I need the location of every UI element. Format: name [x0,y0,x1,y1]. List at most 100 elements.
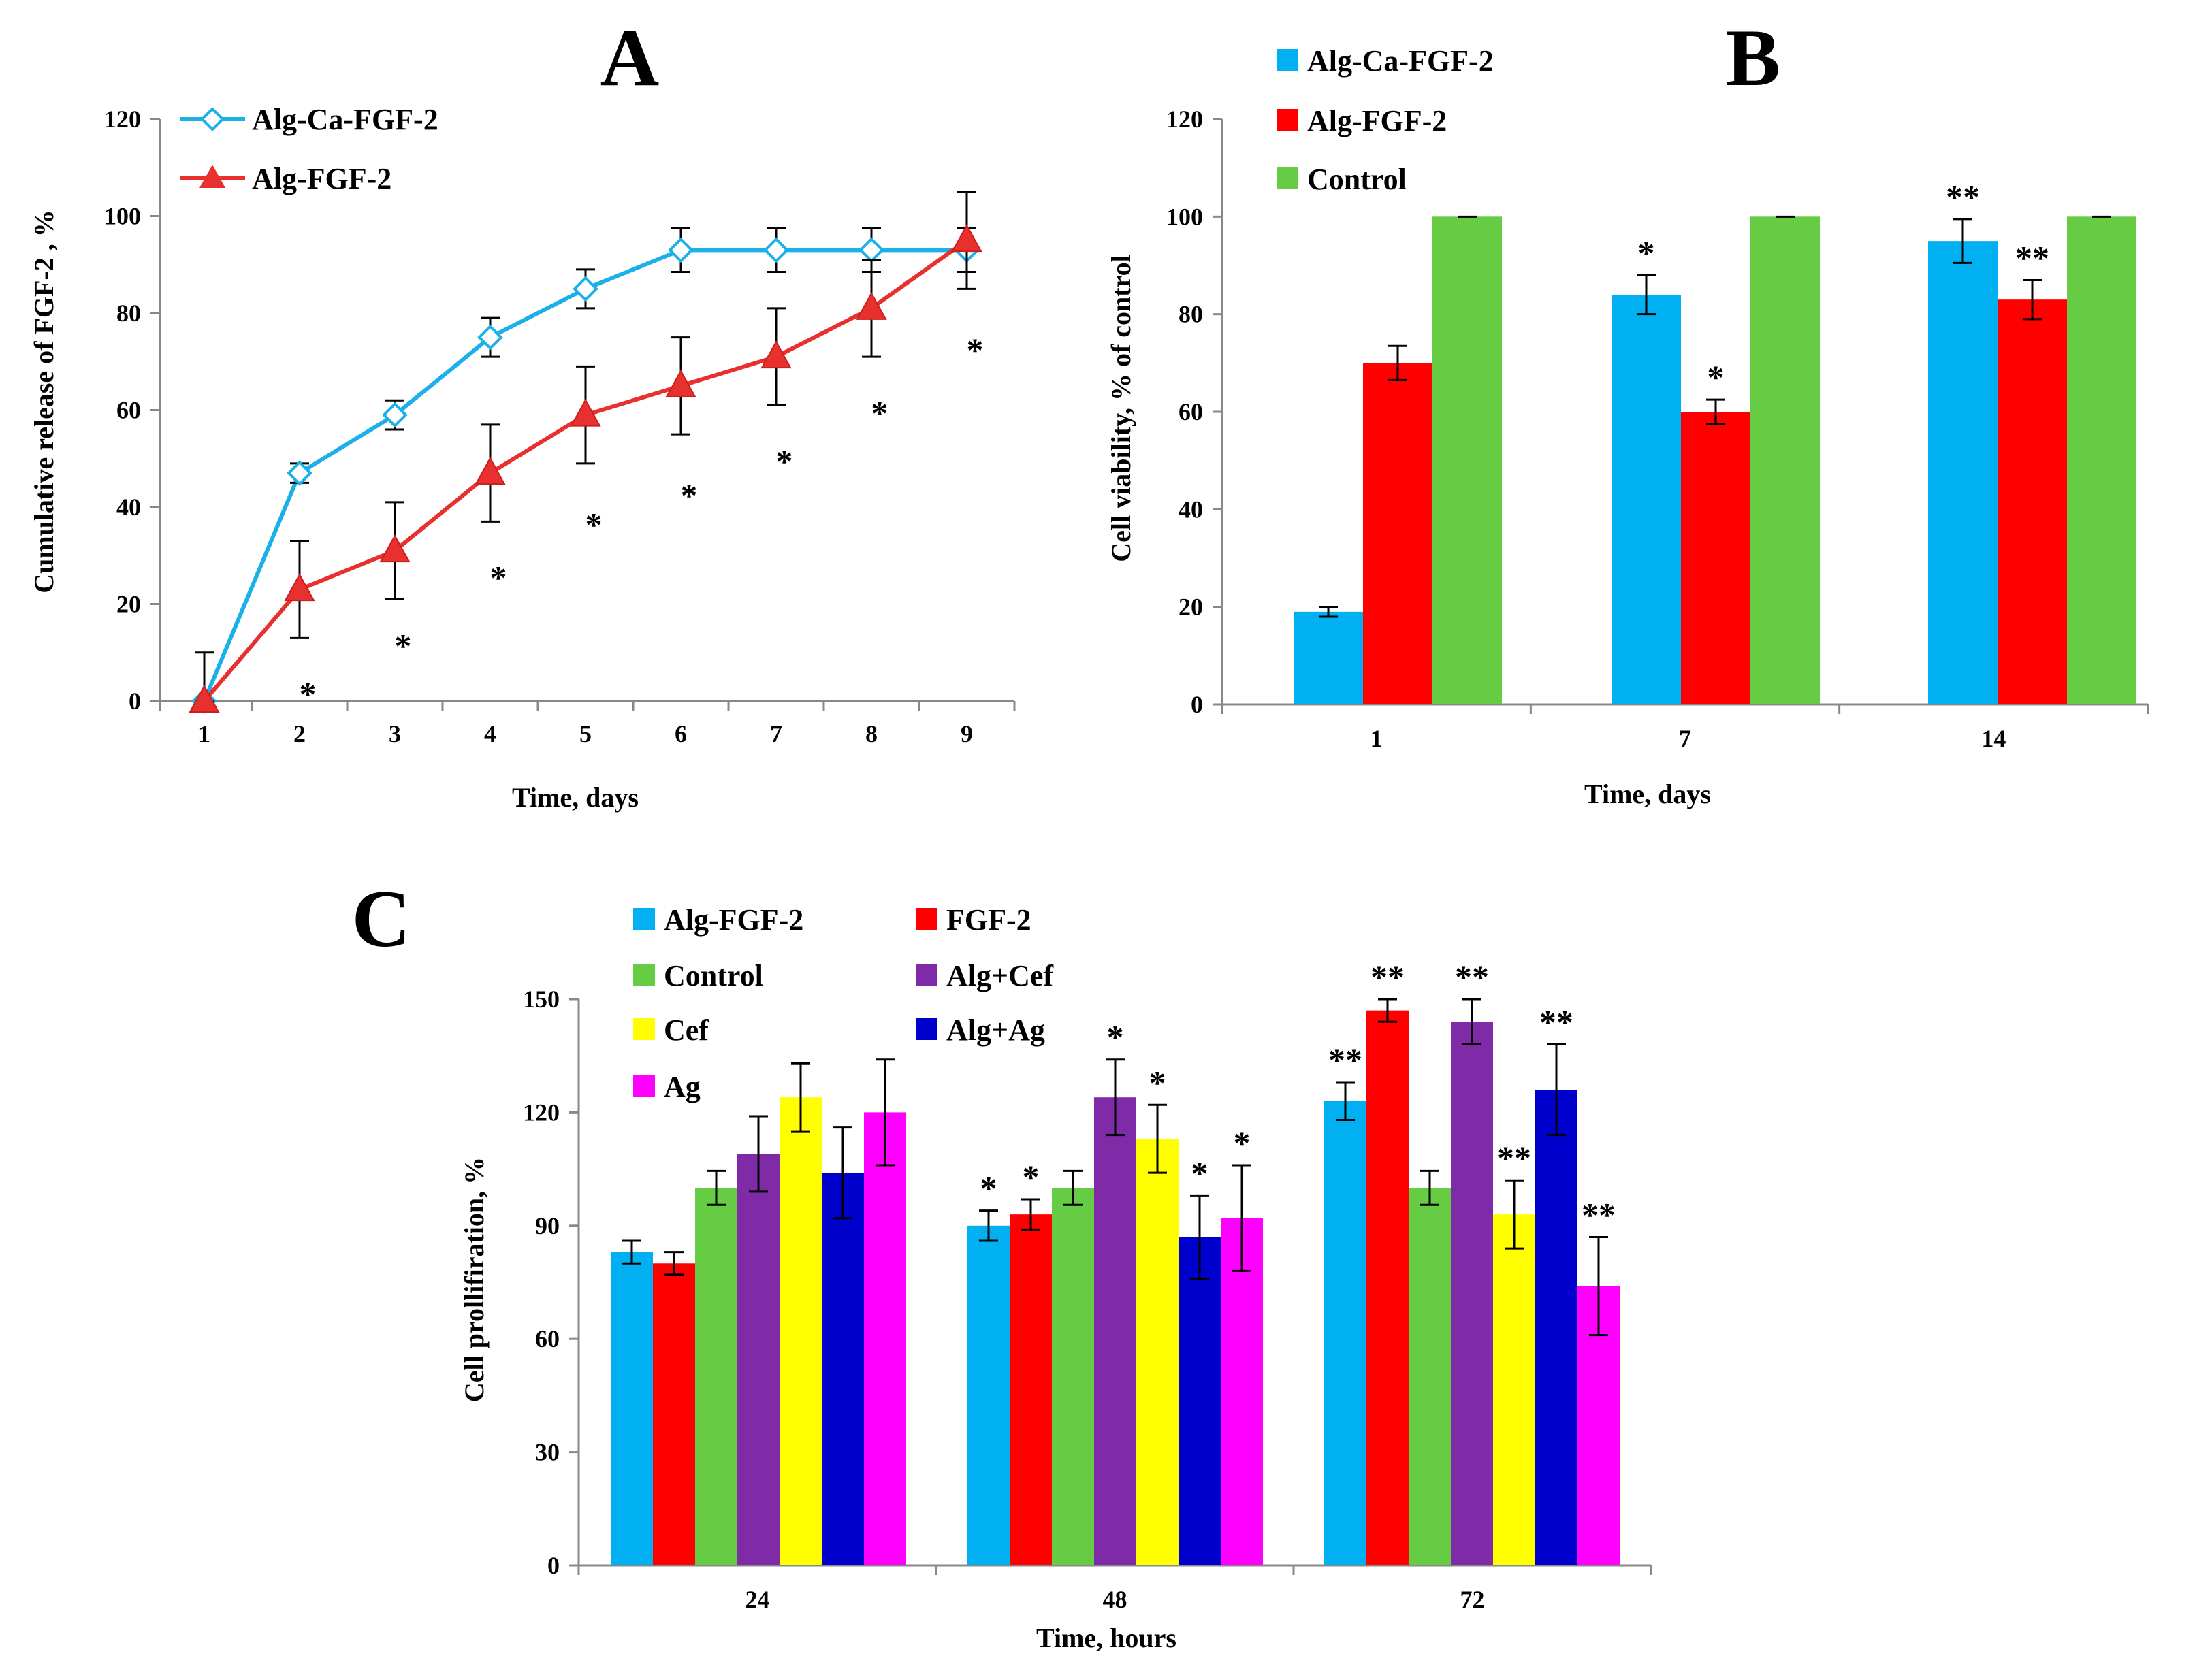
bar-Alg-Ca-FGF-2 [1294,611,1363,704]
data-point-marker [189,684,220,713]
y-tick-label: 100 [104,203,141,230]
y-tick-label: 100 [1166,203,1203,230]
x-tick-label: 6 [675,720,687,747]
bar-Alg-Ca-FGF-2 [1928,241,1998,705]
bar-Alg-FGF-2 [1681,412,1750,704]
x-tick-label: 8 [865,720,878,747]
bar-Ag [864,1112,906,1565]
data-point-marker [475,457,506,485]
x-tick-label: 7 [770,720,782,747]
legend-label: Cef [664,1013,709,1047]
significance-star: * [490,559,507,597]
significance-label: * [980,1169,997,1207]
bar-Cef [1493,1214,1535,1565]
data-point-marker [477,324,503,351]
series-line-Alg-FGF-2 [202,238,968,702]
bar-Alg-FGF-2 [1324,1101,1366,1565]
x-tick-label: 1 [1371,725,1383,752]
legend-label: Alg+Cef [946,959,1054,992]
y-tick-label: 30 [535,1439,560,1466]
data-point-marker [382,402,408,428]
data-point-marker [668,237,694,263]
y-axis-label: Cumulative release of FGF-2 , % [29,210,59,594]
significance-label: ** [1539,1003,1573,1041]
legend-label: Alg-Ca-FGF-2 [252,103,438,136]
y-tick-label: 120 [104,105,141,133]
legend-label: Control [1307,163,1407,196]
bar-Cef [780,1097,822,1565]
y-tick-label: 60 [1179,398,1203,425]
legend-label: Alg-FGF-2 [252,162,391,195]
significance-label: * [1023,1158,1040,1196]
y-tick-label: 0 [1191,691,1203,718]
x-tick-label: 2 [293,720,306,747]
bar-Control [695,1188,737,1565]
y-tick-label: 60 [535,1325,560,1352]
y-axis-label: Cell viability, % of control [1106,255,1136,562]
x-tick-label: 1 [198,720,210,747]
legend-marker [199,165,225,188]
data-point-marker [573,276,598,302]
significance-star: * [586,505,603,543]
panel-letter-a: A [600,12,660,103]
legend-label: Alg-FGF-2 [664,903,803,937]
bar-Control [1409,1188,1451,1565]
legend-swatch [916,964,937,986]
bar-Ag [1221,1218,1263,1565]
panel-letter-c: C [352,873,411,964]
legend-marker [200,107,225,131]
data-point-marker [763,237,789,263]
legend-swatch [633,1018,655,1040]
significance-label: ** [1455,958,1489,996]
significance-label: * [1191,1154,1208,1192]
significance-label: * [1149,1063,1166,1101]
bar-Alg-FGF-2 [1363,363,1432,704]
bar-Alg+Ag [822,1173,864,1565]
legend-label: Alg+Ag [946,1013,1045,1047]
bar-Control [1750,216,1820,704]
bar-Alg+Cef [1451,1022,1493,1565]
significance-label: ** [1328,1041,1362,1079]
bar-Control [2067,216,2136,704]
significance-label: ** [1497,1139,1531,1177]
bar-FGF-2 [653,1263,695,1565]
data-point-marker [284,573,315,602]
data-point-marker [287,460,312,486]
data-point-marker [951,224,982,253]
x-axis-label: Time, days [512,782,639,813]
bar-Alg-FGF-2 [611,1252,653,1565]
x-tick-label: 24 [746,1586,770,1613]
legend-label: Control [664,959,763,992]
x-tick-label: 14 [1981,725,2006,752]
y-tick-label: 60 [116,397,141,424]
y-tick-label: 0 [129,687,141,715]
y-tick-label: 20 [1179,594,1203,621]
bar-Alg+Ag [1535,1090,1577,1565]
bar-Alg+Cef [737,1154,780,1565]
panel-letter-b: B [1726,12,1780,103]
data-point-marker [570,398,601,427]
legend-swatch [916,1018,937,1040]
x-tick-label: 4 [484,720,496,747]
legend-swatch [916,908,937,930]
y-tick-label: 0 [547,1552,560,1579]
x-tick-label: 5 [579,720,592,747]
bar-Alg-Ca-FGF-2 [1612,295,1681,704]
y-tick-label: 80 [116,299,141,327]
data-point-marker [665,369,696,397]
y-tick-label: 120 [523,1099,560,1126]
legend-label: Alg-Ca-FGF-2 [1307,44,1494,78]
legend-label: Alg-FGF-2 [1307,104,1447,137]
x-tick-label: 48 [1103,1586,1127,1613]
y-tick-label: 80 [1179,301,1203,328]
significance-star: * [776,442,793,481]
y-tick-label: 90 [535,1212,560,1239]
y-tick-label: 40 [1179,496,1203,523]
data-point-marker [856,291,887,320]
bar-Control [1052,1188,1094,1565]
legend-swatch [1277,49,1298,71]
x-axis-label: Time, hours [1036,1623,1176,1653]
